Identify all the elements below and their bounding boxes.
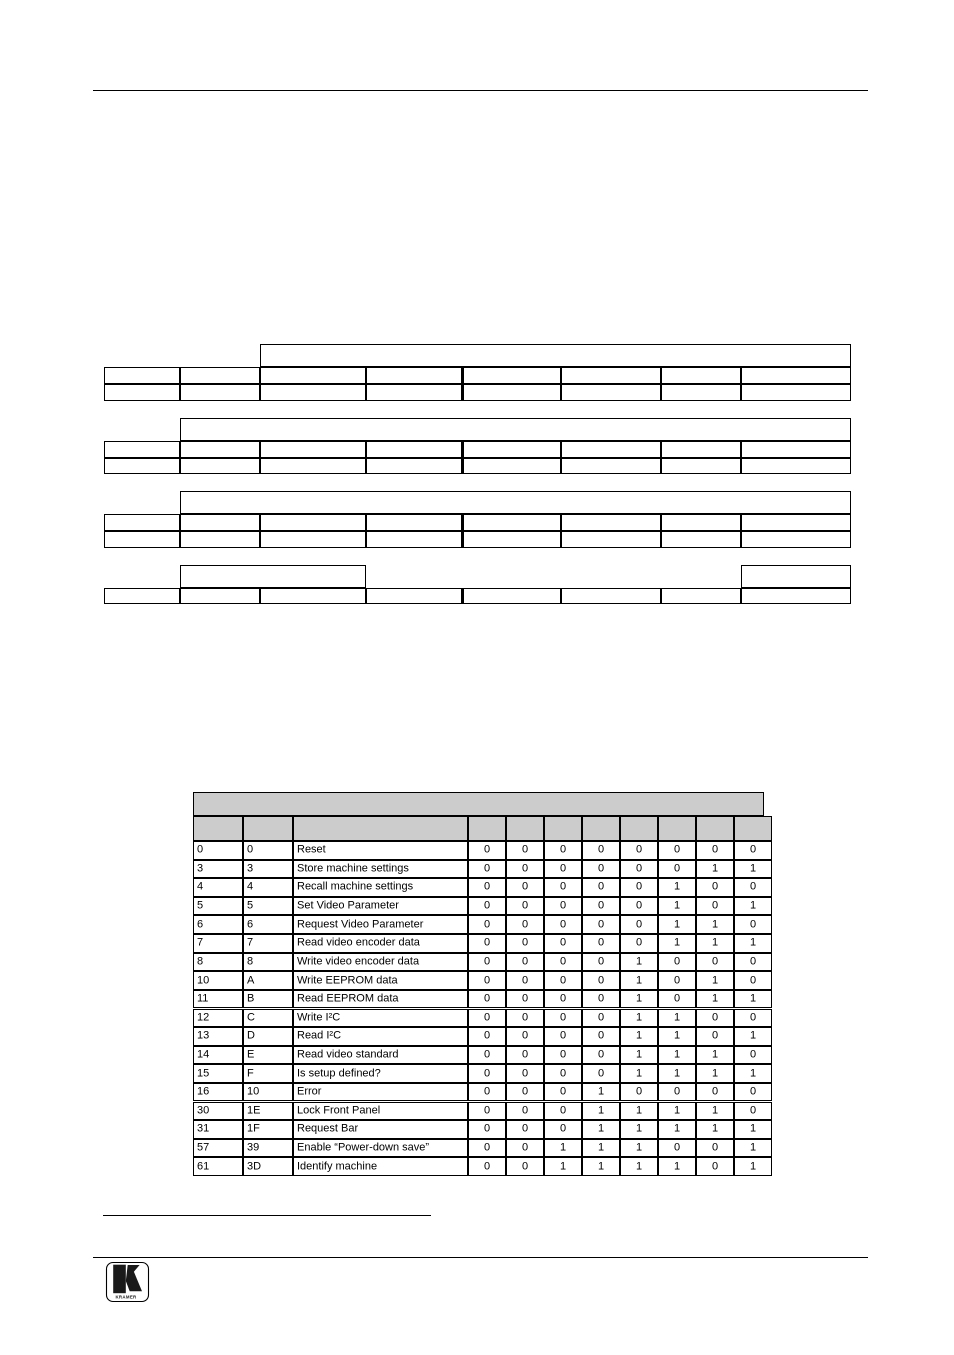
svg-text:KRAMER: KRAMER bbox=[115, 1294, 137, 1299]
